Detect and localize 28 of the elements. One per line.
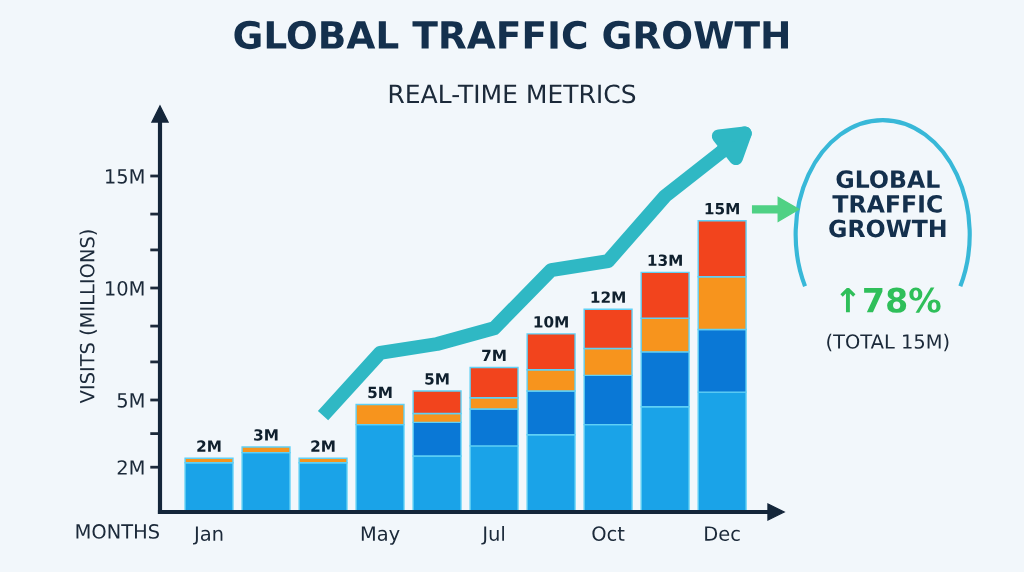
annotation: 2M (197, 440, 221, 452)
y-axis-title: VISITS (MILLIONS) (79, 230, 97, 404)
x-axis-title: MONTHS (76, 524, 159, 539)
x-tick-label: Dec (705, 526, 740, 541)
text: ↑78% (840, 287, 941, 313)
bar (184, 462, 234, 512)
chart-title: GLOBAL TRAFFIC GROWTH (234, 20, 788, 50)
bar (298, 462, 348, 512)
annotation: 3M (254, 429, 278, 441)
y-tick-label: 2M (117, 460, 144, 475)
annotation: 5M (425, 373, 449, 385)
y-tick-label: 10M (106, 280, 144, 296)
x-tick-label: Jan (193, 526, 223, 545)
annotation: 12M (591, 291, 625, 303)
annotation: 13M (648, 254, 682, 266)
text: GLOBAL TRAFFIC GROWTH (829, 170, 946, 238)
annotation: 15M (705, 203, 739, 215)
annotation: 5M (368, 386, 392, 399)
x-tick-label: Jul (481, 525, 504, 545)
x-tick-label: Oct (592, 526, 625, 541)
y-tick-label: 15M (106, 169, 144, 184)
annotation: 7M (482, 349, 506, 361)
x-tick-label: May (361, 526, 400, 545)
chart-subtitle: REAL-TIME METRICS (389, 84, 636, 104)
y-tick-label: 5M (117, 393, 144, 408)
text: (TOTAL 15M) (827, 333, 949, 352)
annotation: 2M (311, 440, 335, 452)
annotation: 10M (534, 316, 568, 328)
